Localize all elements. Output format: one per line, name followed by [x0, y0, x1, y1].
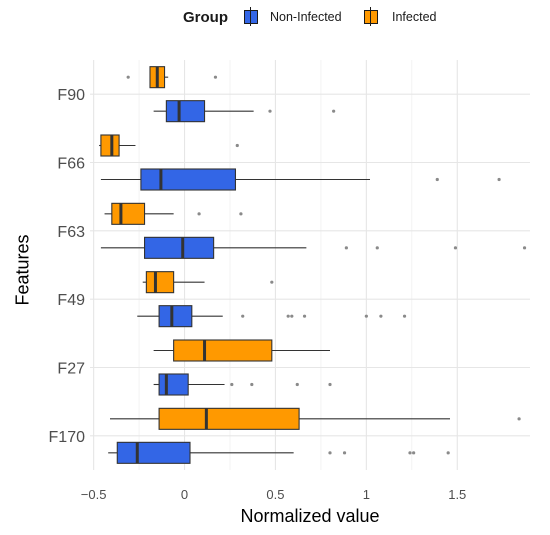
outlier-f66-non-infected	[435, 177, 439, 182]
box-f170-infected	[158, 407, 300, 430]
y-tick-label: F63	[57, 224, 85, 241]
outlier-f27-non-infected	[250, 382, 254, 387]
outlier-f49-non-infected	[302, 314, 307, 318]
y-tick-label: F170	[49, 429, 86, 446]
legend: Group Non-Infected Infected	[0, 0, 550, 40]
outlier-f170-non-infected	[412, 451, 416, 455]
outlier-f63-non-infected	[453, 246, 458, 250]
outlier-f27-non-infected	[295, 382, 299, 387]
outlier-f49-non-infected	[290, 314, 294, 318]
box-f49-infected	[145, 271, 175, 294]
x-tick-label: 1.5	[448, 487, 466, 502]
legend-label-infected: Infected	[392, 10, 437, 24]
y-tick-label: F49	[57, 292, 85, 309]
box-f66-non-infected	[140, 168, 237, 191]
legend-key-infected	[360, 6, 382, 28]
outlier-f170-non-infected	[446, 451, 450, 455]
legend-title: Group	[183, 9, 228, 26]
outlier-f170-non-infected	[328, 451, 332, 455]
x-tick-label: 0.5	[266, 487, 284, 502]
y-tick-label: F90	[57, 87, 85, 104]
outlier-f63-non-infected	[375, 246, 379, 250]
box-f27-infected	[173, 339, 273, 362]
outlier-f90-infected	[126, 75, 130, 79]
x-tick-label: 0	[181, 487, 188, 502]
outlier-f27-non-infected	[328, 382, 332, 387]
box-f66-infected	[100, 134, 120, 157]
box-f63-non-infected	[143, 236, 215, 259]
outlier-f63-non-infected	[522, 246, 527, 250]
outlier-f63-infected	[239, 212, 243, 216]
x-tick-label: −0.5	[81, 487, 107, 502]
box-f27-non-infected	[158, 373, 189, 396]
box-f90-non-infected	[165, 100, 206, 123]
outlier-f49-non-infected	[286, 314, 290, 318]
outlier-f49-non-infected	[241, 314, 245, 318]
outlier-f170-non-infected	[408, 451, 412, 455]
outlier-f170-infected	[517, 417, 521, 421]
y-tick-label: F27	[57, 361, 85, 378]
x-tick-label: 1	[363, 487, 370, 502]
outlier-f49-infected	[270, 280, 274, 284]
outlier-f66-infected	[235, 143, 239, 148]
y-axis-title: Features	[12, 234, 33, 306]
outlier-f66-non-infected	[497, 177, 501, 182]
box-f63-infected	[111, 202, 146, 225]
box-f170-non-infected	[116, 441, 191, 464]
outlier-f170-non-infected	[342, 451, 347, 455]
y-tick-label: F66	[57, 156, 85, 173]
outlier-f63-non-infected	[344, 246, 348, 250]
outlier-f49-non-infected	[364, 314, 368, 318]
legend-label-non-infected: Non-Infected	[270, 10, 342, 24]
outlier-f49-non-infected	[402, 314, 407, 318]
outlier-f90-non-infected	[332, 109, 336, 113]
outlier-f49-non-infected	[379, 314, 383, 318]
x-axis-title: Normalized value	[240, 506, 380, 526]
legend-key-non-infected	[240, 6, 262, 28]
box-f49-non-infected	[158, 305, 193, 328]
outlier-f27-non-infected	[230, 382, 234, 387]
outlier-f63-infected	[197, 212, 201, 216]
outlier-f90-non-infected	[268, 109, 272, 113]
outlier-f90-infected	[213, 75, 218, 79]
